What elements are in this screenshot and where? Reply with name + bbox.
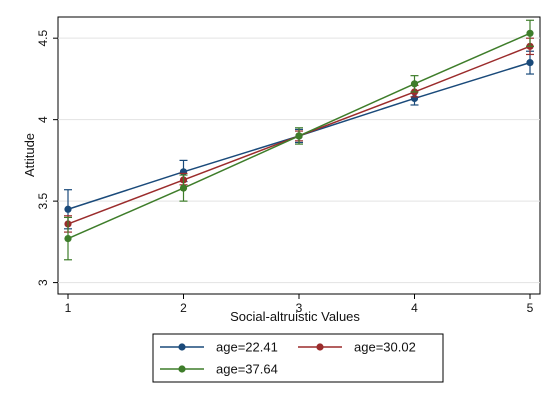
legend-item-2: age=30.02: [298, 340, 416, 355]
grid-lines: [58, 37, 540, 284]
legend-marker: [178, 343, 186, 351]
data-point-series-3-x4: [410, 80, 419, 88]
legend-marker: [316, 343, 324, 351]
series-3: [64, 19, 534, 261]
data-point-series-3-x3: [295, 132, 303, 140]
x-axis-ticks: 1 2 3 4 5: [65, 294, 534, 315]
data-point-series-1-x5: [526, 59, 534, 67]
data-point-series-1-x1: [64, 205, 72, 213]
data-point-series-3-x2: [179, 184, 188, 192]
x-tick-label-0: 1: [65, 301, 72, 315]
y-tick-label-1: 3.5: [36, 192, 50, 209]
y-axis-title: Attitude: [22, 133, 37, 177]
legend-box: [152, 333, 444, 383]
plot-area: [57, 16, 541, 295]
y-tick-label-2: 4: [36, 116, 50, 123]
data-point-series-3-x1: [64, 235, 72, 243]
x-tick-label-3: 4: [411, 301, 418, 315]
x-tick-label-1: 2: [180, 301, 187, 315]
legend-marker: [178, 365, 186, 373]
x-tick-label-4: 5: [527, 301, 534, 315]
y-tick-label-0: 3: [36, 279, 50, 286]
legend-label: age=22.41: [216, 340, 278, 355]
x-tick-label-2: 3: [296, 301, 303, 315]
x-axis-title: Social-altruistic Values: [230, 309, 360, 324]
legend-label: age=37.64: [216, 362, 278, 377]
y-tick-label-3: 4.5: [36, 30, 50, 47]
legend-item-1: age=22.41: [160, 340, 278, 355]
y-axis-ticks: 3 3.5 4 4.5: [36, 30, 58, 286]
legend-label: age=30.02: [354, 340, 416, 355]
legend-item-3: age=37.64: [160, 362, 278, 377]
legend: age=22.41 age=30.02 age=37.64: [152, 333, 444, 383]
series-layer: [64, 19, 534, 261]
data-point-series-3-x5: [526, 29, 534, 37]
